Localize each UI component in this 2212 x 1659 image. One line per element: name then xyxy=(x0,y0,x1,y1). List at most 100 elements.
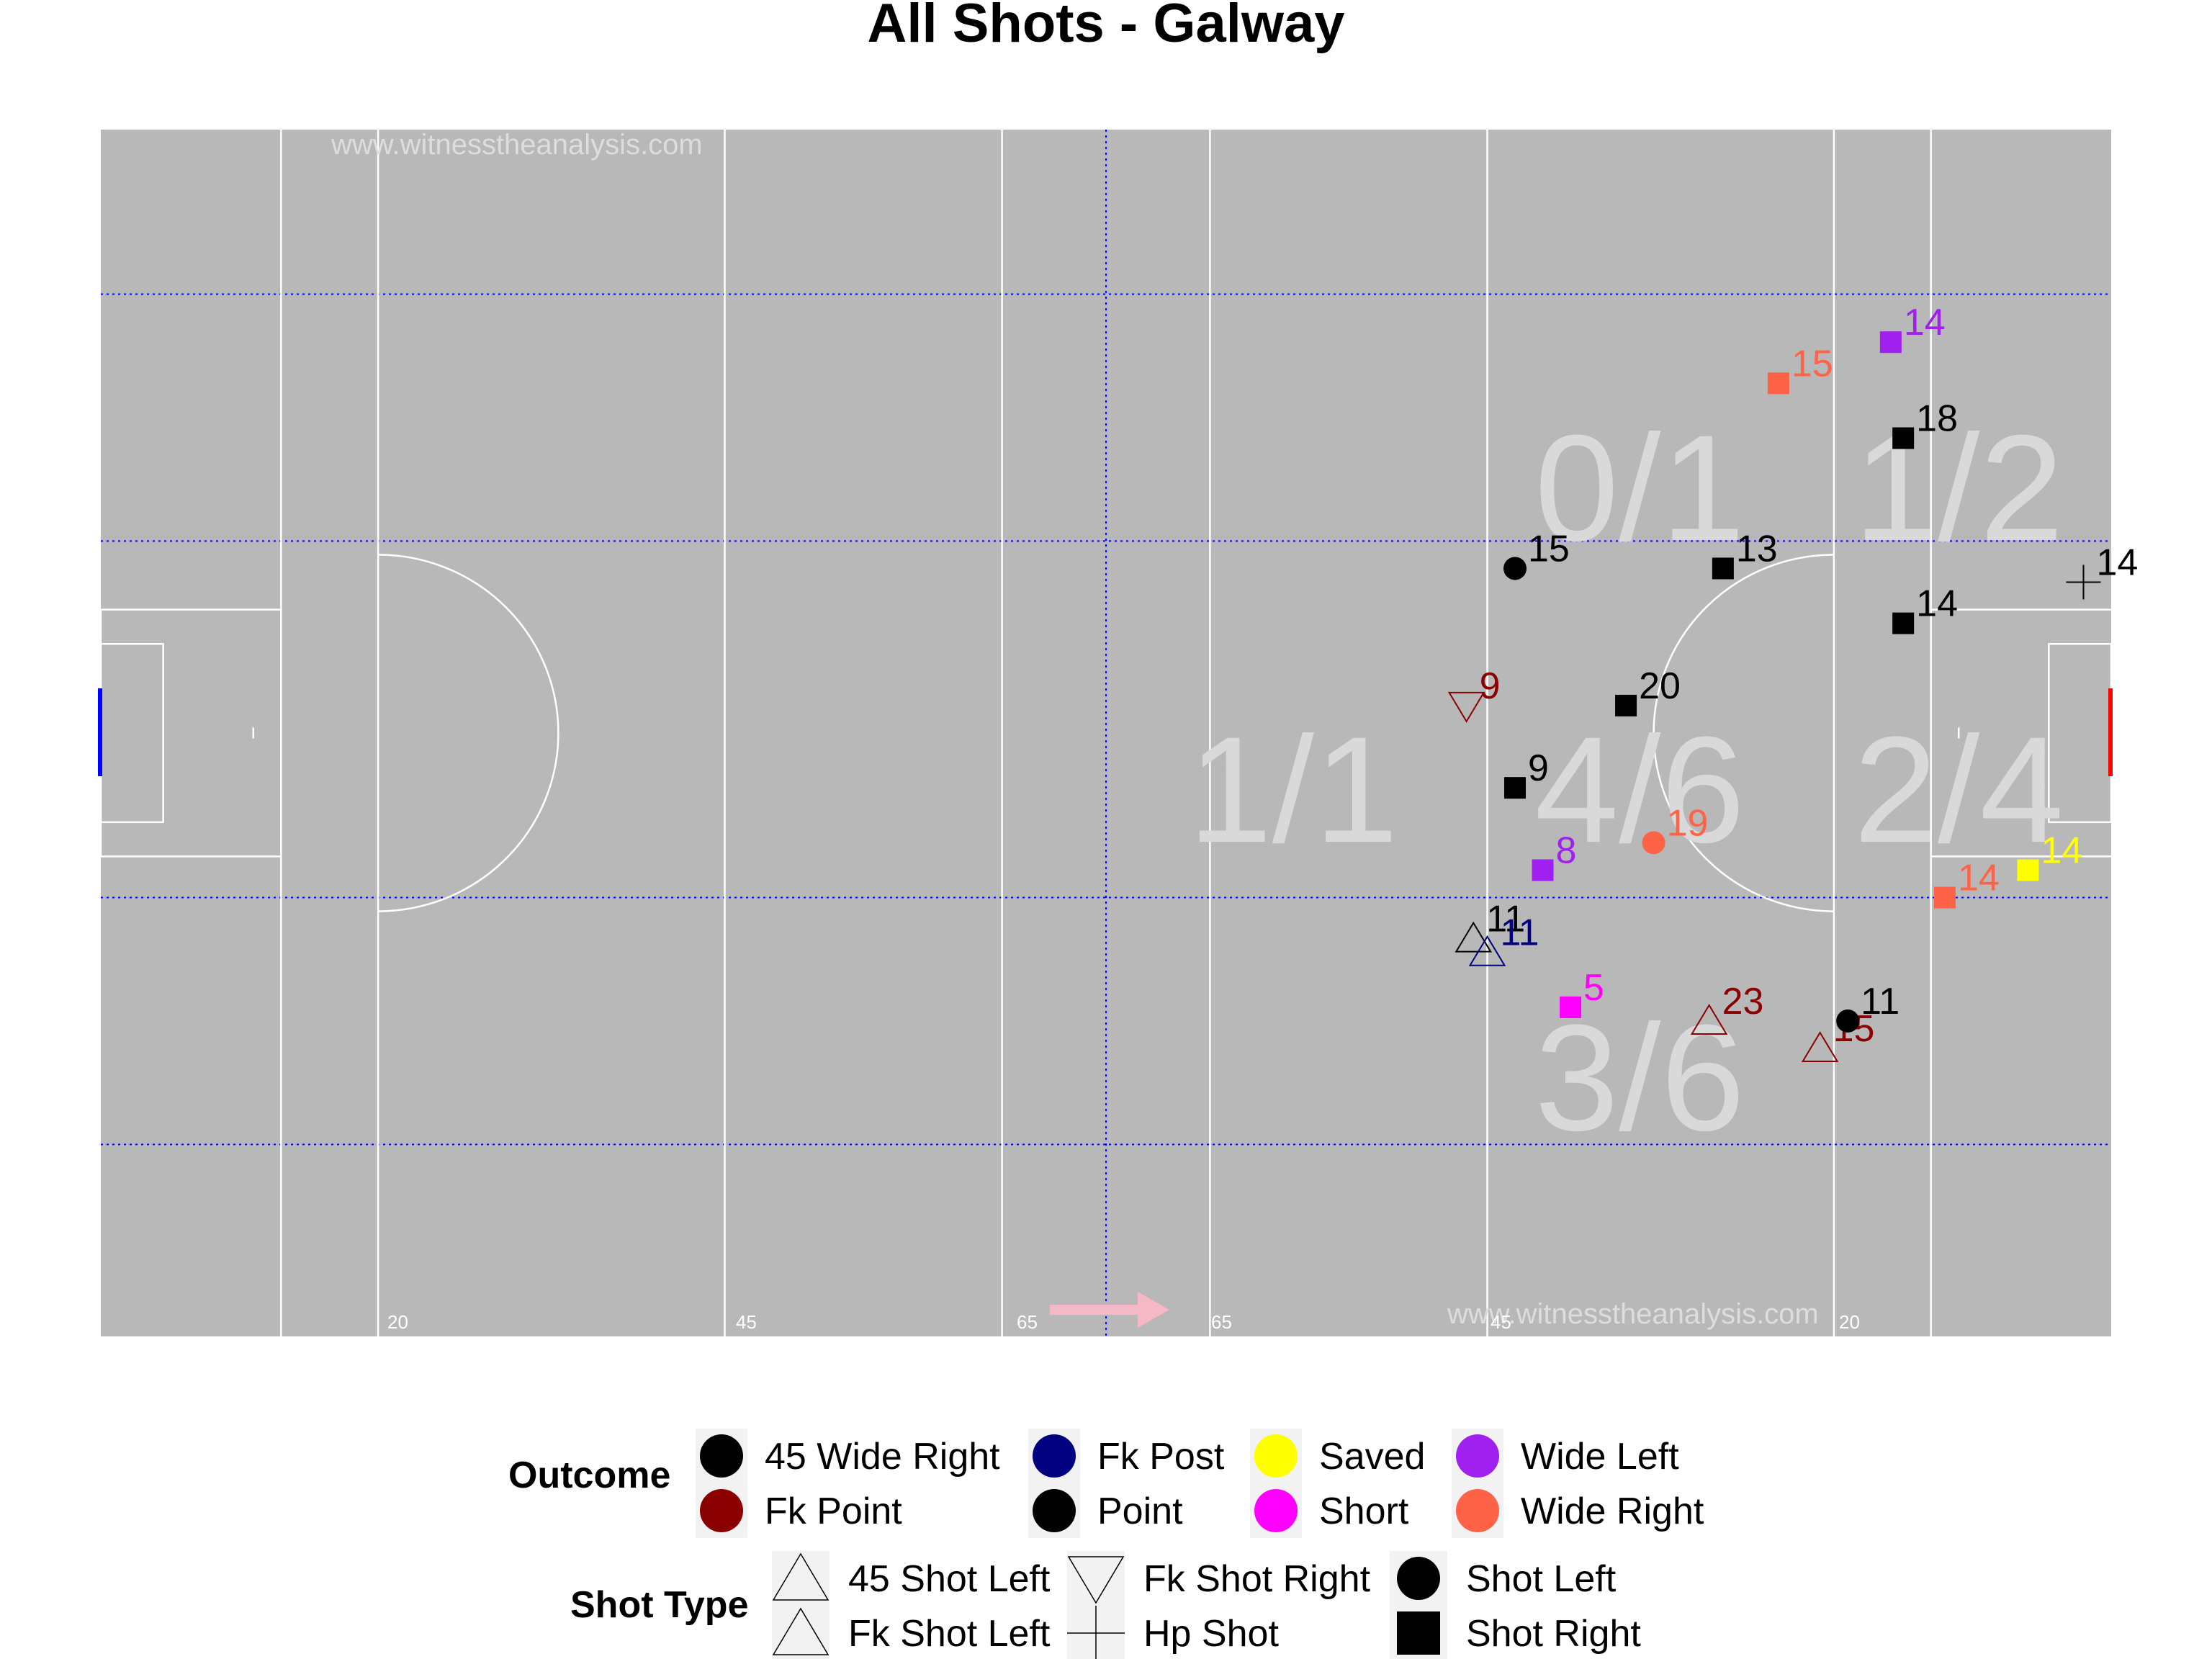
shot-label: 14 xyxy=(1916,583,1958,625)
legend-key-circle xyxy=(1033,1489,1076,1532)
shot-5: 13 xyxy=(1712,528,1778,580)
watermark-top: www.witnesstheanalysis.com xyxy=(331,129,703,161)
legend-key-circle xyxy=(700,1489,743,1532)
legend-outcome-label: Wide Right xyxy=(1521,1491,1704,1532)
shot-label: 14 xyxy=(2096,542,2138,584)
shot-marker-square xyxy=(1504,777,1527,799)
legend-shot-type-label: Hp Shot xyxy=(1143,1613,1279,1655)
legend-outcome-label: Short xyxy=(1319,1491,1409,1532)
legend-shot-type-1: Fk Shot Left xyxy=(772,1606,1051,1659)
shot-label: 14 xyxy=(1958,858,2000,899)
shot-12: 14 xyxy=(2017,830,2082,881)
legend-outcome-0: 45 Wide Right xyxy=(696,1429,1000,1483)
left-goal xyxy=(98,688,102,776)
zone-score-labels: 0/1 1/2 1/1 4/6 2/4 3/6 xyxy=(1188,403,2064,1162)
legend-outcome-4: Saved xyxy=(1250,1429,1425,1483)
shot-marker-square xyxy=(1892,427,1915,449)
legend-shot-type-label: Fk Shot Left xyxy=(848,1613,1051,1655)
shot-label: 13 xyxy=(1736,528,1778,570)
shot-marker-triangle-up xyxy=(1690,1004,1728,1035)
shot-marker-circle xyxy=(1836,1009,1860,1033)
shot-label: 8 xyxy=(1556,830,1577,871)
shot-15: 11 xyxy=(1468,912,1539,966)
legend-shot-type-label: 45 Shot Left xyxy=(848,1558,1051,1600)
zone-label-5: 3/6 xyxy=(1534,993,1745,1162)
shot-marker-square xyxy=(2017,859,2039,881)
shot-marker-square xyxy=(1615,694,1637,716)
legend-key-circle xyxy=(1456,1434,1499,1478)
shot-marker-triangle-up xyxy=(1455,921,1493,953)
distance-label-20-right: 20 xyxy=(1839,1311,1860,1333)
shot-label: 11 xyxy=(1486,899,1525,940)
left-arc xyxy=(378,554,559,912)
shot-marker-triangle-up xyxy=(1468,935,1506,966)
shot-label: 18 xyxy=(1916,398,1958,440)
legend-shot-type-label: Shot Right xyxy=(1466,1613,1641,1655)
shot-label: 9 xyxy=(1528,747,1549,789)
shot-label: 5 xyxy=(1583,967,1604,1009)
shot-markers: 141518141513149209198141411115231511 xyxy=(1447,302,2138,1063)
legend-outcome-label: Saved xyxy=(1319,1436,1425,1478)
distance-label-65-right: 65 xyxy=(1211,1311,1232,1333)
legend-outcome-label: Point xyxy=(1097,1491,1183,1532)
shot-0: 14 xyxy=(1879,302,1946,354)
right-arc xyxy=(1653,554,1834,912)
legend-key-circle xyxy=(1254,1434,1298,1478)
shot-marker-square xyxy=(1532,859,1554,881)
legend-key-circle xyxy=(700,1434,743,1478)
legend-shot-type-label: Fk Shot Right xyxy=(1143,1558,1371,1600)
legend-outcome-1: Fk Point xyxy=(696,1483,902,1538)
distance-label-45-left: 45 xyxy=(736,1311,757,1333)
shot-label: 9 xyxy=(1480,665,1501,707)
shot-label: 14 xyxy=(1904,302,1946,343)
shot-2: 18 xyxy=(1892,398,1958,449)
shot-marker-triangle-up xyxy=(1801,1031,1839,1063)
attack-direction-arrow xyxy=(1050,1292,1169,1328)
shot-label: 19 xyxy=(1667,802,1709,844)
legend-outcome-5: Short xyxy=(1250,1483,1409,1538)
shot-label: 15 xyxy=(1528,528,1570,570)
legend-shot-types: 45 Shot Left Fk Shot Left Fk Shot Right Hp … xyxy=(772,1551,1641,1659)
legend-key-circle xyxy=(1456,1489,1499,1532)
legend-key-circle xyxy=(1033,1434,1076,1478)
shot-11: 8 xyxy=(1532,830,1577,881)
zone-label-0: 0/1 xyxy=(1534,403,1745,572)
legend-key-circle xyxy=(1254,1489,1298,1532)
legend-key-triangle-up xyxy=(772,1607,830,1655)
legend-shot-type-3: Hp Shot xyxy=(1067,1606,1279,1659)
right-goal xyxy=(2108,688,2113,776)
legend-shot-type-4: Shot Left xyxy=(1390,1551,1617,1606)
shot-10: 19 xyxy=(1642,802,1709,855)
legend-key-circle xyxy=(1397,1557,1440,1600)
shot-3: 14 xyxy=(2066,542,2138,600)
pitch-surface xyxy=(101,130,2111,1336)
legend-outcomes: 45 Wide Right Fk Point Fk Post Point Saved Sh… xyxy=(696,1429,1704,1538)
legend-key-square xyxy=(1397,1611,1440,1655)
zone-label-2: 1/1 xyxy=(1188,705,1398,874)
legend-outcome-title: Outcome xyxy=(508,1455,670,1496)
shot-label: 23 xyxy=(1722,981,1764,1022)
legend-key-triangle-down xyxy=(1067,1556,1125,1604)
distance-label-65-left: 65 xyxy=(1017,1311,1038,1333)
shot-label: 11 xyxy=(1861,981,1899,1022)
shot-marker-triangle-down xyxy=(1447,691,1485,723)
shot-marker-square xyxy=(1712,557,1734,580)
legend-outcome-label: 45 Wide Right xyxy=(765,1436,1000,1478)
shot-9: 9 xyxy=(1504,747,1549,799)
shot-marker-circle xyxy=(1503,557,1527,580)
legend-outcome-3: Point xyxy=(1028,1483,1183,1538)
shot-13: 14 xyxy=(1933,858,2000,909)
shot-1: 15 xyxy=(1767,343,1833,395)
shot-marker-square xyxy=(1560,996,1582,1018)
shot-marker-square xyxy=(1767,372,1789,395)
shot-6: 14 xyxy=(1892,583,1958,634)
shot-14: 11 xyxy=(1455,899,1525,953)
zone-label-4: 2/4 xyxy=(1853,705,2064,874)
shot-label: 15 xyxy=(1791,343,1833,385)
zone-label-3: 4/6 xyxy=(1534,705,1745,874)
legend-outcome-6: Wide Left xyxy=(1452,1429,1679,1483)
zone-label-1: 1/2 xyxy=(1853,403,2064,572)
legend-shot-type-0: 45 Shot Left xyxy=(772,1551,1051,1606)
pitch: www.witnesstheanalysis.com www.witnessth… xyxy=(98,129,2138,1336)
